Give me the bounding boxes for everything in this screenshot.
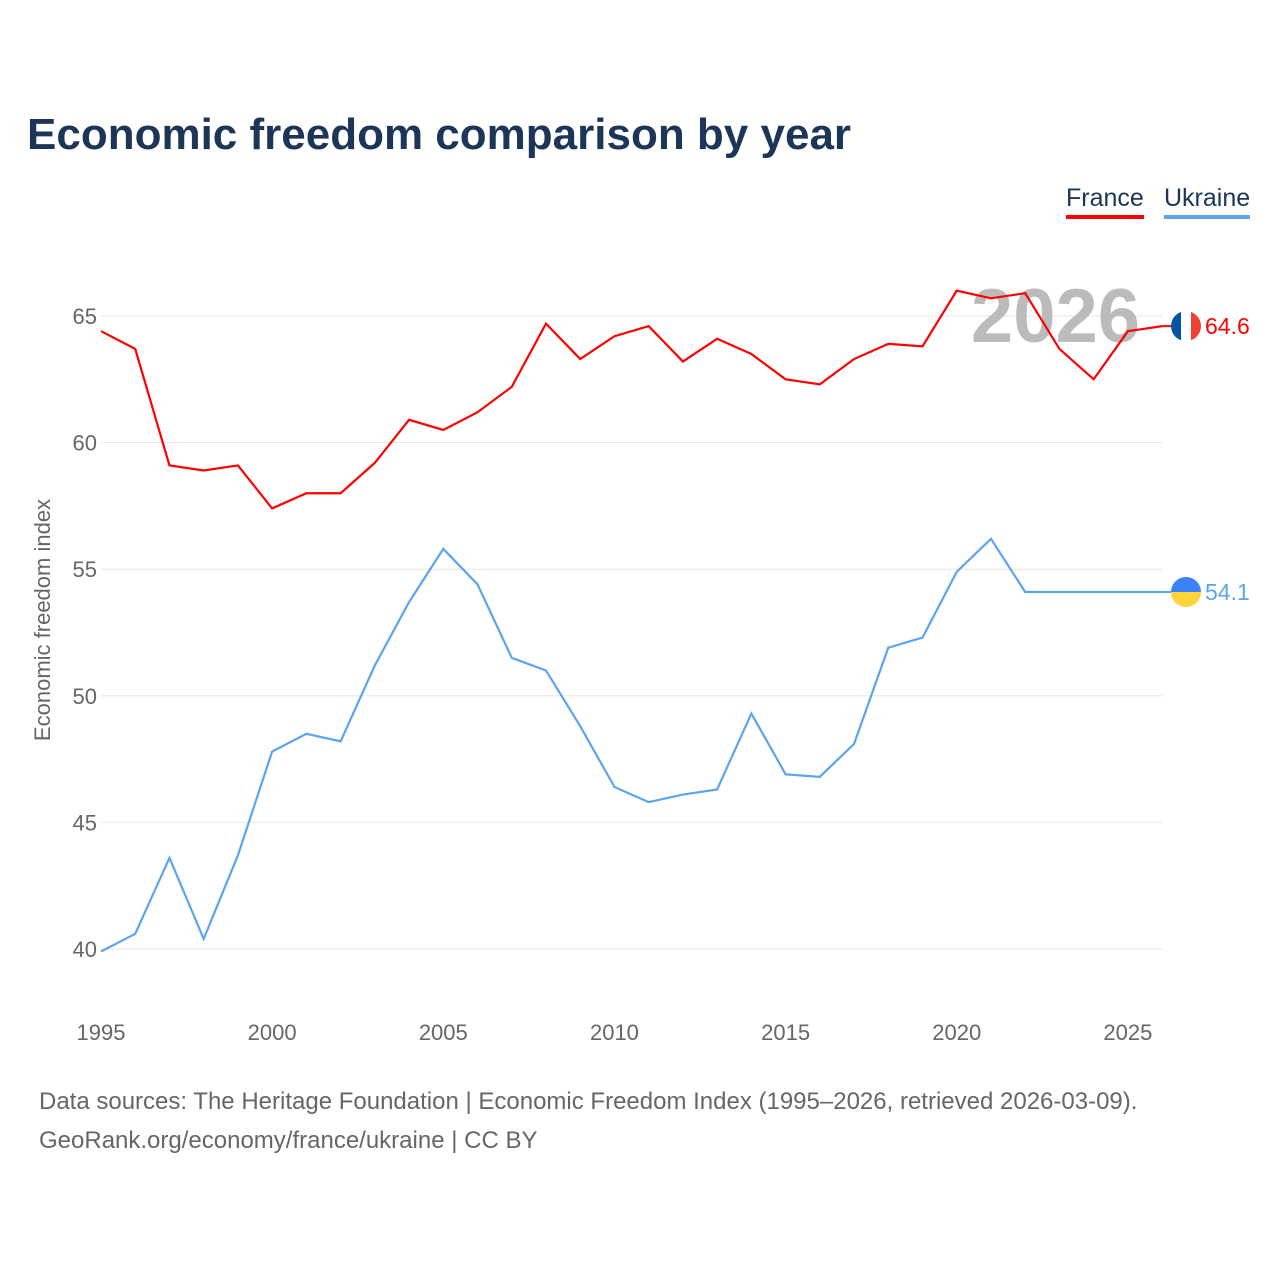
data-point bbox=[921, 344, 925, 348]
data-point bbox=[202, 468, 206, 472]
y-tick-label: 60 bbox=[73, 431, 97, 456]
data-point bbox=[784, 377, 788, 381]
data-point bbox=[339, 739, 343, 743]
x-tick-label: 2025 bbox=[1103, 1020, 1152, 1045]
data-point bbox=[202, 937, 206, 941]
y-tick-label: 50 bbox=[73, 684, 97, 709]
year-watermark: 2026 bbox=[971, 274, 1140, 359]
data-point bbox=[612, 785, 616, 789]
data-point bbox=[1023, 590, 1027, 594]
data-point bbox=[921, 636, 925, 640]
data-point bbox=[1023, 291, 1027, 295]
flag-blue bbox=[1171, 311, 1181, 342]
data-point bbox=[304, 491, 308, 495]
data-point bbox=[339, 491, 343, 495]
data-point bbox=[852, 742, 856, 746]
data-point bbox=[510, 385, 514, 389]
data-point bbox=[647, 324, 651, 328]
data-point bbox=[886, 342, 890, 346]
france-flag-icon bbox=[1171, 311, 1201, 342]
series-line-france bbox=[100, 289, 1163, 510]
data-point bbox=[578, 724, 582, 728]
y-tick-label: 45 bbox=[73, 810, 97, 835]
data-point bbox=[544, 668, 548, 672]
data-point bbox=[818, 382, 822, 386]
data-point bbox=[270, 506, 274, 510]
series-line-ukraine bbox=[100, 537, 1163, 953]
data-point bbox=[818, 775, 822, 779]
data-point bbox=[681, 793, 685, 797]
data-point bbox=[1126, 329, 1130, 333]
data-point bbox=[989, 537, 993, 541]
data-point bbox=[544, 322, 548, 326]
data-point bbox=[1092, 377, 1096, 381]
data-point bbox=[441, 547, 445, 551]
data-point bbox=[510, 656, 514, 660]
data-point bbox=[407, 418, 411, 422]
x-tick-label: 2000 bbox=[248, 1020, 297, 1045]
data-point bbox=[749, 352, 753, 356]
data-point bbox=[612, 334, 616, 338]
data-point bbox=[886, 646, 890, 650]
data-point bbox=[681, 360, 685, 364]
data-point bbox=[476, 410, 480, 414]
end-value-label: 54.1 bbox=[1205, 579, 1250, 605]
data-point bbox=[373, 663, 377, 667]
legend-france[interactable]: France bbox=[1066, 184, 1144, 219]
data-point bbox=[476, 582, 480, 586]
x-tick-label: 1995 bbox=[77, 1020, 126, 1045]
footer-link[interactable]: GeoRank.org/economy/france/ukraine | CC … bbox=[39, 1127, 538, 1154]
end-value-label: 64.6 bbox=[1205, 313, 1250, 339]
legend-ukraine[interactable]: Ukraine bbox=[1164, 184, 1251, 219]
data-point bbox=[955, 570, 959, 574]
data-point bbox=[236, 853, 240, 857]
ukraine-flag-icon bbox=[1171, 576, 1201, 607]
footer-sources: Data sources: The Heritage Foundation | … bbox=[39, 1088, 1138, 1115]
y-axis-label: Economic freedom index bbox=[30, 499, 55, 741]
data-point bbox=[578, 357, 582, 361]
data-point bbox=[373, 461, 377, 465]
flag-white bbox=[1181, 311, 1191, 342]
data-point bbox=[852, 357, 856, 361]
chart-title: Economic freedom comparison by year bbox=[27, 110, 852, 159]
x-tick-label: 2010 bbox=[590, 1020, 639, 1045]
data-point bbox=[167, 856, 171, 860]
flag-blue bbox=[1171, 576, 1201, 592]
x-tick-label: 2015 bbox=[761, 1020, 810, 1045]
data-point bbox=[270, 750, 274, 754]
data-point bbox=[133, 347, 137, 351]
data-point bbox=[1092, 590, 1096, 594]
data-point bbox=[989, 296, 993, 300]
data-point bbox=[407, 600, 411, 604]
data-point bbox=[647, 800, 651, 804]
x-tick-label: 2005 bbox=[419, 1020, 468, 1045]
x-tick-label: 2020 bbox=[932, 1020, 981, 1045]
flag-red bbox=[1191, 311, 1201, 342]
data-point bbox=[1126, 590, 1130, 594]
y-tick-label: 55 bbox=[73, 557, 97, 582]
data-point bbox=[99, 329, 103, 333]
data-point bbox=[715, 787, 719, 791]
data-point bbox=[749, 712, 753, 716]
data-point bbox=[133, 932, 137, 936]
data-point bbox=[99, 950, 103, 954]
data-point bbox=[441, 428, 445, 432]
data-point bbox=[304, 732, 308, 736]
data-point bbox=[167, 463, 171, 467]
data-point bbox=[1057, 590, 1061, 594]
y-tick-label: 40 bbox=[73, 937, 97, 962]
data-point bbox=[715, 337, 719, 341]
flag-yellow bbox=[1171, 591, 1201, 607]
y-tick-label: 65 bbox=[73, 304, 97, 329]
data-point bbox=[955, 289, 959, 293]
data-point bbox=[784, 772, 788, 776]
data-point bbox=[236, 463, 240, 467]
data-point bbox=[1057, 347, 1061, 351]
